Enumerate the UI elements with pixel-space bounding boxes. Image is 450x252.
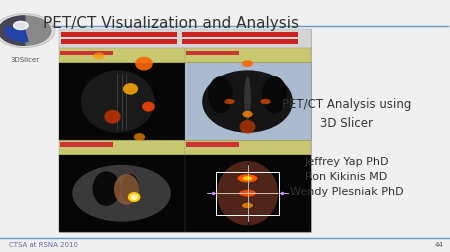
- Bar: [58, 155, 184, 232]
- Text: PET/CT Visualization and Analysis: PET/CT Visualization and Analysis: [43, 16, 299, 31]
- Text: CTSA at RSNA 2010: CTSA at RSNA 2010: [9, 241, 78, 247]
- Text: 44: 44: [435, 241, 443, 247]
- Text: Jeffrey Yap PhD
Ron Kikinis MD
Wendy Plesniak PhD: Jeffrey Yap PhD Ron Kikinis MD Wendy Ple…: [290, 157, 403, 196]
- Ellipse shape: [104, 110, 121, 124]
- Ellipse shape: [225, 100, 234, 105]
- Bar: [58, 141, 184, 155]
- Bar: [60, 143, 113, 147]
- Bar: [184, 64, 310, 141]
- Bar: [58, 30, 310, 49]
- Ellipse shape: [242, 61, 253, 68]
- Bar: [61, 40, 177, 44]
- Text: PET/CT Analysis using
3D Slicer: PET/CT Analysis using 3D Slicer: [282, 98, 411, 129]
- Bar: [186, 143, 239, 147]
- Circle shape: [0, 17, 51, 46]
- Ellipse shape: [217, 161, 278, 226]
- Bar: [184, 49, 310, 64]
- Ellipse shape: [134, 134, 145, 141]
- Ellipse shape: [242, 203, 253, 208]
- Ellipse shape: [128, 192, 140, 202]
- Ellipse shape: [93, 53, 105, 60]
- Ellipse shape: [123, 84, 138, 95]
- Bar: [182, 40, 297, 44]
- Ellipse shape: [261, 100, 270, 105]
- Bar: [184, 64, 310, 141]
- Wedge shape: [5, 28, 28, 42]
- Bar: [60, 51, 113, 56]
- Ellipse shape: [81, 71, 155, 133]
- Ellipse shape: [208, 77, 233, 114]
- Ellipse shape: [243, 177, 252, 181]
- Ellipse shape: [244, 77, 251, 121]
- Bar: [61, 33, 177, 38]
- Bar: [184, 141, 310, 155]
- Ellipse shape: [93, 172, 120, 206]
- Bar: [58, 49, 184, 64]
- Ellipse shape: [262, 77, 287, 114]
- Ellipse shape: [243, 111, 252, 118]
- Bar: [58, 30, 310, 232]
- Circle shape: [14, 22, 28, 30]
- Ellipse shape: [238, 175, 257, 183]
- Ellipse shape: [142, 102, 155, 112]
- Wedge shape: [0, 17, 25, 46]
- Text: 3DSlicer: 3DSlicer: [10, 57, 39, 63]
- Bar: [58, 64, 184, 141]
- Ellipse shape: [202, 71, 293, 133]
- Ellipse shape: [135, 57, 153, 71]
- Bar: [182, 33, 297, 38]
- Ellipse shape: [122, 174, 139, 203]
- Bar: [184, 155, 310, 232]
- Ellipse shape: [130, 194, 138, 200]
- Ellipse shape: [239, 190, 256, 197]
- Ellipse shape: [239, 120, 256, 134]
- Ellipse shape: [114, 174, 139, 205]
- Circle shape: [0, 15, 55, 48]
- Ellipse shape: [72, 165, 171, 222]
- Bar: [186, 51, 239, 56]
